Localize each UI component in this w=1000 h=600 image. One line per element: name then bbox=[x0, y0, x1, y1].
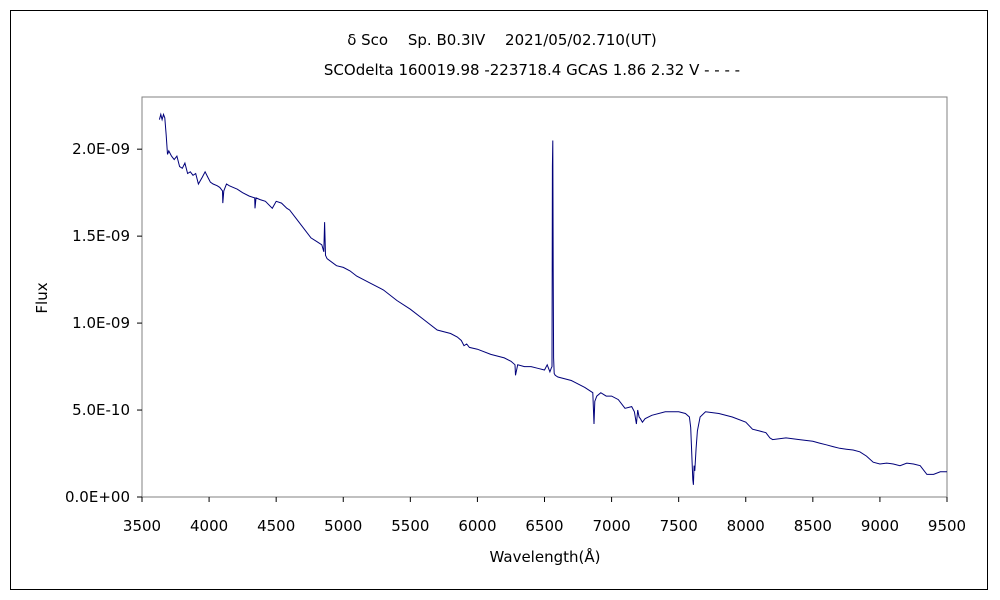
y-tick-label: 1.5E-09 bbox=[72, 227, 130, 245]
x-tick-label: 4000 bbox=[190, 517, 228, 535]
x-tick-label: 7500 bbox=[660, 517, 698, 535]
x-axis: 3500 4000 4500 5000 5500 6000 6500 7000 7500 8000… bbox=[123, 497, 966, 535]
chart-subtitle: SCOdelta 160019.98 -223718.4 GCAS 1.86 2… bbox=[324, 61, 740, 79]
y-axis: 0.0E+00 5.0E-10 1.0E-09 1.5E-09 2.0E-09 bbox=[65, 140, 142, 506]
y-tick-label: 2.0E-09 bbox=[72, 140, 130, 158]
x-tick-label: 7000 bbox=[592, 517, 630, 535]
x-tick-label: 5000 bbox=[324, 517, 362, 535]
x-tick-label: 3500 bbox=[123, 517, 161, 535]
x-tick-label: 8500 bbox=[794, 517, 832, 535]
x-axis-label: Wavelength(Å) bbox=[490, 547, 601, 566]
x-tick-label: 9500 bbox=[928, 517, 966, 535]
x-tick-label: 6000 bbox=[458, 517, 496, 535]
x-tick-label: 8000 bbox=[727, 517, 765, 535]
x-tick-label: 5500 bbox=[391, 517, 429, 535]
y-axis-label: Flux bbox=[33, 282, 51, 313]
y-tick-label: 1.0E-09 bbox=[72, 314, 130, 332]
x-tick-label: 9000 bbox=[861, 517, 899, 535]
x-tick-label: 4500 bbox=[257, 517, 295, 535]
x-tick-label: 6500 bbox=[525, 517, 563, 535]
chart-title: δ Sco Sp. B0.3IV 2021/05/02.710(UT) bbox=[347, 31, 657, 49]
spectrum-series-line bbox=[158, 112, 947, 485]
y-tick-label: 5.0E-10 bbox=[72, 401, 130, 419]
y-tick-label: 0.0E+00 bbox=[65, 488, 130, 506]
plot-area bbox=[141, 96, 948, 498]
